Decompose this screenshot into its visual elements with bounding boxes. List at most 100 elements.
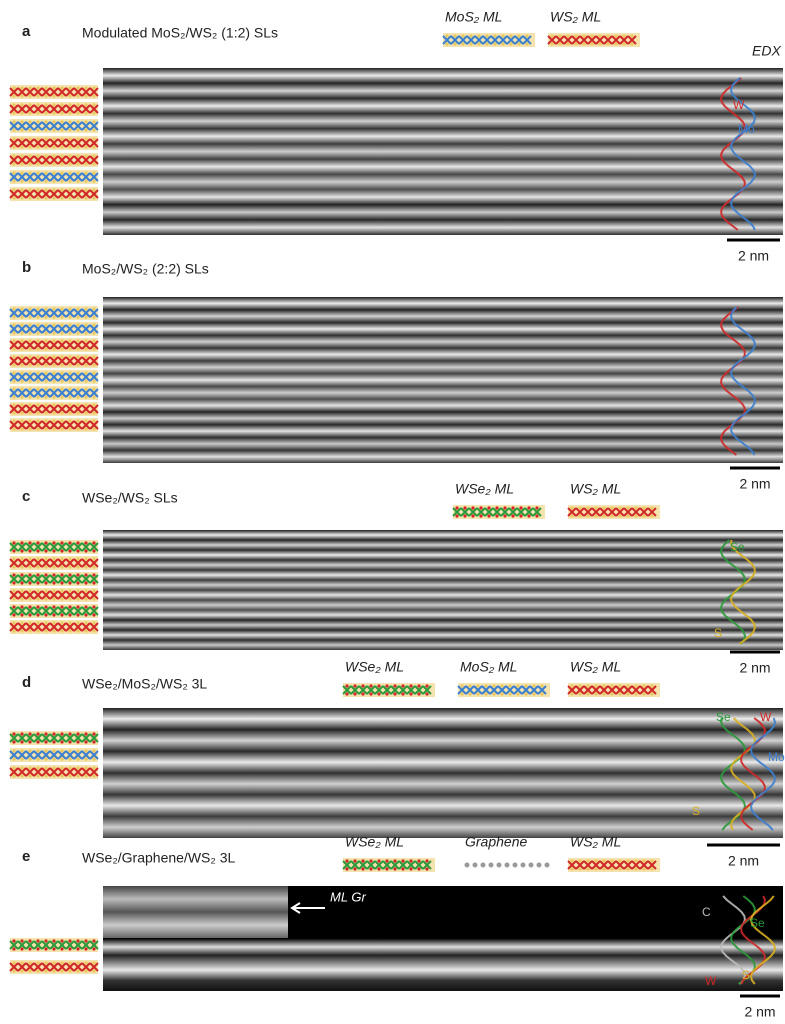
atom: [28, 621, 32, 625]
bond: [25, 104, 35, 114]
atom: [519, 514, 523, 518]
atom: [76, 732, 80, 736]
legend-label: WS₂ ML: [570, 481, 621, 497]
bond: [33, 558, 43, 568]
atom: [492, 692, 496, 696]
atom: [76, 196, 80, 200]
atom: [36, 171, 40, 175]
bond: [25, 606, 35, 616]
atom: [60, 621, 64, 625]
atom: [642, 859, 646, 863]
atom: [84, 573, 88, 577]
atom: [84, 371, 88, 375]
bond: [513, 685, 523, 695]
atom: [44, 613, 48, 617]
atom: [509, 42, 513, 46]
bond: [17, 750, 27, 760]
atom: [516, 692, 520, 696]
edx-label: Mo: [768, 750, 785, 764]
bond: [73, 420, 83, 430]
atom: [544, 862, 550, 868]
bond: [571, 35, 581, 45]
bond: [516, 507, 526, 517]
atom: [28, 541, 32, 545]
bond: [583, 685, 593, 695]
atom: [44, 589, 48, 593]
layer-bg: [548, 33, 640, 47]
atom: [84, 145, 88, 149]
atom: [92, 589, 96, 593]
bond: [41, 940, 51, 950]
atom: [68, 581, 72, 585]
layer-icon: [457, 683, 550, 697]
atom: [618, 684, 622, 688]
bond: [65, 308, 75, 318]
atom: [84, 323, 88, 327]
atom: [425, 867, 429, 871]
atom: [353, 867, 357, 871]
atom: [52, 86, 56, 90]
atom: [84, 111, 88, 115]
atom: [52, 613, 56, 617]
bond: [33, 404, 43, 414]
atom: [84, 403, 88, 407]
atom: [84, 363, 88, 367]
bond: [65, 121, 75, 131]
atom: [36, 162, 40, 166]
atom: [68, 179, 72, 183]
panel-label: d: [22, 674, 31, 691]
bond: [89, 404, 99, 414]
atom: [28, 355, 32, 359]
bond: [73, 940, 83, 950]
atom: [76, 939, 80, 943]
atom: [28, 120, 32, 124]
bond: [49, 356, 59, 366]
atom: [68, 419, 72, 423]
atom: [76, 581, 80, 585]
bond: [81, 356, 91, 366]
atom: [28, 307, 32, 311]
atom: [476, 692, 480, 696]
atom: [92, 757, 96, 761]
atom: [52, 749, 56, 753]
atom: [630, 34, 634, 38]
atom: [44, 605, 48, 609]
bond: [623, 507, 633, 517]
bond: [57, 87, 67, 97]
atom: [76, 565, 80, 569]
atom: [472, 862, 478, 868]
atom: [44, 355, 48, 359]
bond: [9, 121, 19, 131]
layer-icon: [342, 683, 435, 697]
atom: [92, 939, 96, 943]
bond: [579, 35, 589, 45]
atom: [92, 565, 96, 569]
bond: [49, 750, 59, 760]
bond: [57, 733, 67, 743]
layer-bg: [458, 683, 550, 697]
bond: [65, 155, 75, 165]
atom: [76, 395, 80, 399]
bond: [81, 542, 91, 552]
layer-icon: [9, 370, 99, 384]
atom: [614, 42, 618, 46]
bond: [17, 308, 27, 318]
bond: [65, 172, 75, 182]
bond: [9, 138, 19, 148]
atom: [626, 692, 630, 696]
bond: [17, 420, 27, 430]
atom: [76, 355, 80, 359]
atom: [92, 371, 96, 375]
bond: [33, 324, 43, 334]
atom: [44, 307, 48, 311]
bond: [500, 507, 510, 517]
atom: [590, 42, 594, 46]
atom: [76, 103, 80, 107]
bond: [57, 324, 67, 334]
bond: [49, 767, 59, 777]
atom: [52, 387, 56, 391]
atom: [92, 573, 96, 577]
atom: [20, 732, 24, 736]
atom: [60, 111, 64, 115]
atom: [44, 111, 48, 115]
